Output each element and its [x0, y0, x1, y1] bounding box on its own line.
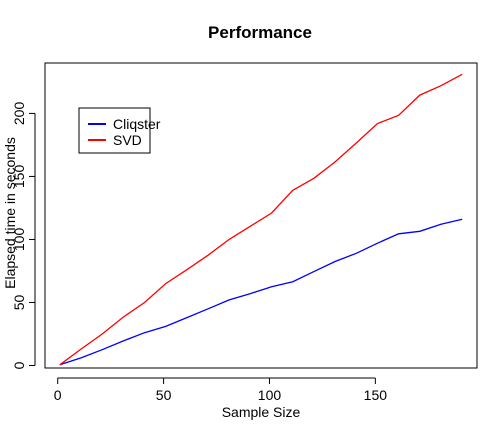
series-lines	[59, 73, 463, 366]
y-tick-label: 150	[11, 165, 27, 189]
x-tick-label: 100	[258, 387, 282, 403]
chart-title: Performance	[208, 23, 312, 42]
y-tick-label: 50	[11, 294, 27, 310]
legend-box	[78, 107, 151, 154]
legend: Cliqster SVD	[78, 107, 161, 154]
legend-label-cliqster: Cliqster	[113, 116, 161, 132]
x-tick-label: 150	[364, 387, 388, 403]
y-tick-label: 0	[11, 361, 27, 369]
y-axis: 0 50 100 150 200	[11, 102, 36, 369]
y-tick-label: 200	[11, 102, 27, 126]
y-tick-label: 100	[11, 228, 27, 252]
series-line-svd	[59, 73, 463, 366]
x-tick-label: 50	[156, 387, 172, 403]
x-axis: 0 50 100 150	[54, 377, 388, 403]
legend-label-svd: SVD	[113, 132, 142, 148]
y-axis-label: Elapsed time in seconds	[2, 137, 18, 289]
series-line-cliqster	[59, 218, 463, 366]
x-tick-label: 0	[54, 387, 62, 403]
x-axis-label: Sample Size	[222, 404, 301, 420]
plot-frame	[44, 62, 478, 369]
